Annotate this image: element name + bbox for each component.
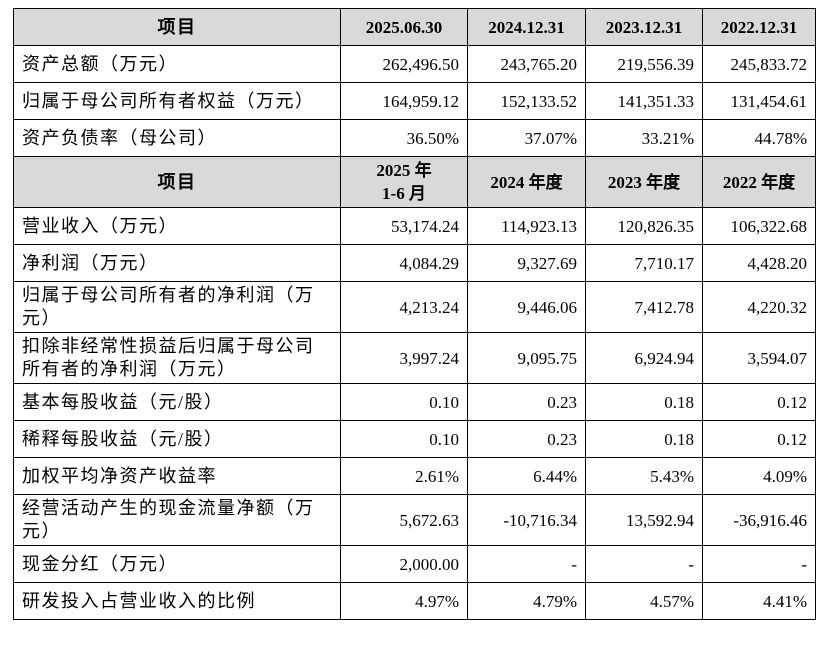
cell: 2.61% [340,457,468,495]
row-label: 现金分红（万元） [13,545,341,583]
cell: 6,924.94 [585,332,703,384]
row-label: 项目 [13,156,341,208]
cell: 2025 年 1-6 月 [340,156,468,208]
cell: 4,428.20 [702,244,816,282]
header-row: 项目 2025.06.30 2024.12.31 2023.12.31 2022.12.… [13,8,816,46]
cell: 44.78% [702,119,816,157]
data-row: 营业收入（万元） 53,174.24 114,923.13 120,826.35 106… [13,207,816,245]
cell: 0.10 [340,420,468,458]
cell: 120,826.35 [585,207,703,245]
row-label: 净利润（万元） [13,244,341,282]
row-label: 研发投入占营业收入的比例 [13,582,341,620]
row-label: 归属于母公司所有者权益（万元） [13,82,341,120]
cell: 0.18 [585,383,703,421]
cell: - [467,545,586,583]
cell: 2022 年度 [702,156,816,208]
cell: 3,997.24 [340,332,468,384]
cell: 131,454.61 [702,82,816,120]
cell: 0.23 [467,420,586,458]
table-body: 项目 2025.06.30 2024.12.31 2023.12.31 2022.12.… [13,8,816,620]
cell: -36,916.46 [702,494,816,546]
cell: 2024 年度 [467,156,586,208]
row-label: 经营活动产生的现金流量净额（万元） [13,494,341,546]
cell: 4,213.24 [340,281,468,333]
cell: 6.44% [467,457,586,495]
row-label: 归属于母公司所有者的净利润（万元） [13,281,341,333]
cell: 4.57% [585,582,703,620]
cell: 4.79% [467,582,586,620]
data-row: 资产负债率（母公司） 36.50% 37.07% 33.21% 44.78% [13,119,816,157]
cell: 36.50% [340,119,468,157]
cell: 33.21% [585,119,703,157]
cell: 5.43% [585,457,703,495]
cell: 9,327.69 [467,244,586,282]
cell: 37.07% [467,119,586,157]
cell: 243,765.20 [467,45,586,83]
row-label: 扣除非经常性损益后归属于母公司所有者的净利润（万元） [13,332,341,384]
cell: 7,710.17 [585,244,703,282]
cell: 2,000.00 [340,545,468,583]
cell: 0.18 [585,420,703,458]
cell: 2023 年度 [585,156,703,208]
cell: 5,672.63 [340,494,468,546]
cell: 152,133.52 [467,82,586,120]
row-label: 资产负债率（母公司） [13,119,341,157]
data-row: 稀释每股收益（元/股） 0.10 0.23 0.18 0.12 [13,420,816,458]
row-label: 加权平均净资产收益率 [13,457,341,495]
cell: 262,496.50 [340,45,468,83]
data-row: 现金分红（万元） 2,000.00- - - [13,545,816,583]
table-container: 项目 2025.06.30 2024.12.31 2023.12.31 2022.12.… [13,8,816,620]
data-row: 经营活动产生的现金流量净额（万元） 5,672.63 -10,716.34 13,59… [13,494,816,546]
cell: 4.09% [702,457,816,495]
cell: 4,220.32 [702,281,816,333]
cell: - [585,545,703,583]
cell: 0.10 [340,383,468,421]
cell: 245,833.72 [702,45,816,83]
cell: 0.12 [702,420,816,458]
cell: 0.12 [702,383,816,421]
row-label: 营业收入（万元） [13,207,341,245]
cell: 2023.12.31 [585,8,703,46]
cell: 0.23 [467,383,586,421]
cell: 4.41% [702,582,816,620]
data-row: 基本每股收益（元/股） 0.10 0.23 0.18 0.12 [13,383,816,421]
cell: 4.97% [340,582,468,620]
cell: 53,174.24 [340,207,468,245]
cell: 114,923.13 [467,207,586,245]
row-label: 稀释每股收益（元/股） [13,420,341,458]
cell: -10,716.34 [467,494,586,546]
cell: 164,959.12 [340,82,468,120]
data-row: 归属于母公司所有者的净利润（万元） 4,213.24 9,446.06 7,412.7… [13,281,816,333]
row-label: 基本每股收益（元/股） [13,383,341,421]
cell: 141,351.33 [585,82,703,120]
cell: 2025.06.30 [340,8,468,46]
cell: 13,592.94 [585,494,703,546]
cell: 7,412.78 [585,281,703,333]
data-row: 净利润（万元） 4,084.29 9,327.69 7,710.17 4,428.20 [13,244,816,282]
data-row: 归属于母公司所有者权益（万元） 164,959.12 152,133.52 141,3… [13,82,816,120]
row-label: 资产总额（万元） [13,45,341,83]
data-row: 扣除非经常性损益后归属于母公司所有者的净利润（万元） 3,997.24 9,095.… [13,332,816,384]
cell: 3,594.07 [702,332,816,384]
cell: 106,322.68 [702,207,816,245]
cell: 2022.12.31 [702,8,816,46]
data-row: 研发投入占营业收入的比例 4.97% 4.79% 4.57% 4.41% [13,582,816,620]
header-row: 项目 2025 年 1-6 月 2024 年度 2023 年度 2022 年度 [13,156,816,208]
cell: 4,084.29 [340,244,468,282]
cell: 2024.12.31 [467,8,586,46]
cell: 9,446.06 [467,281,586,333]
cell: 219,556.39 [585,45,703,83]
cell: 9,095.75 [467,332,586,384]
data-row: 加权平均净资产收益率 2.61% 6.44% 5.43% 4.09% [13,457,816,495]
cell: - [702,545,816,583]
row-label: 项目 [13,8,341,46]
financial-table: 项目 2025.06.30 2024.12.31 2023.12.31 2022.12.… [13,8,816,620]
data-row: 资产总额（万元） 262,496.50 243,765.20 219,556.39 24… [13,45,816,83]
